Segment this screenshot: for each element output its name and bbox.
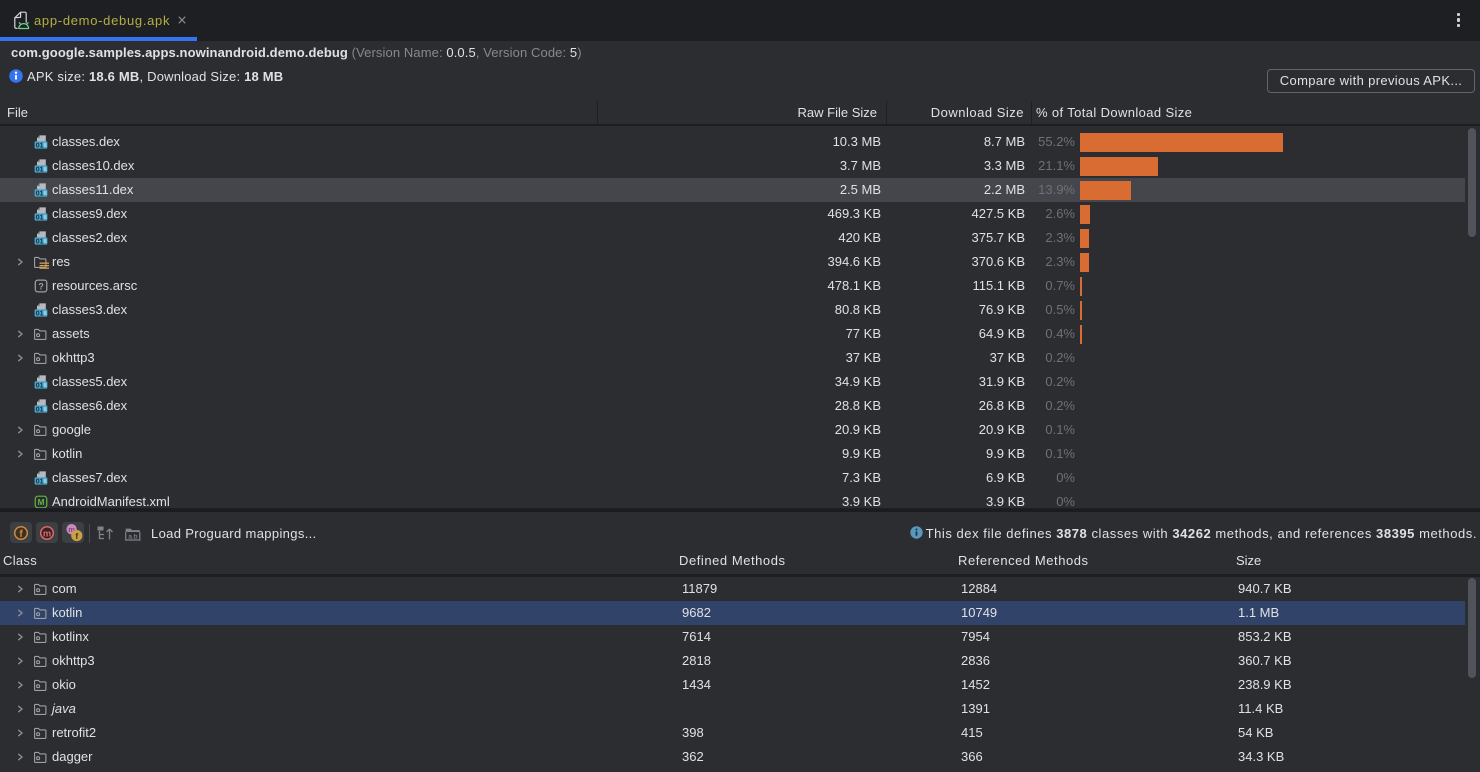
svg-text:?: ? [38, 281, 43, 291]
svg-text:01: 01 [36, 382, 44, 389]
svg-text:f: f [19, 529, 23, 540]
svg-text:M: M [38, 498, 45, 507]
svg-text:a.b: a.b [128, 533, 137, 540]
svg-text:01: 01 [36, 310, 44, 317]
svg-text:01: 01 [36, 238, 44, 245]
svg-text:01: 01 [36, 214, 44, 221]
svg-text:01: 01 [36, 142, 44, 149]
svg-text:01: 01 [36, 190, 44, 197]
svg-text:01: 01 [36, 478, 44, 485]
svg-text:01: 01 [36, 406, 44, 413]
svg-text:m: m [43, 527, 51, 538]
svg-text:f: f [75, 531, 78, 541]
svg-text:01: 01 [36, 166, 44, 173]
svg-text:m: m [68, 525, 75, 534]
